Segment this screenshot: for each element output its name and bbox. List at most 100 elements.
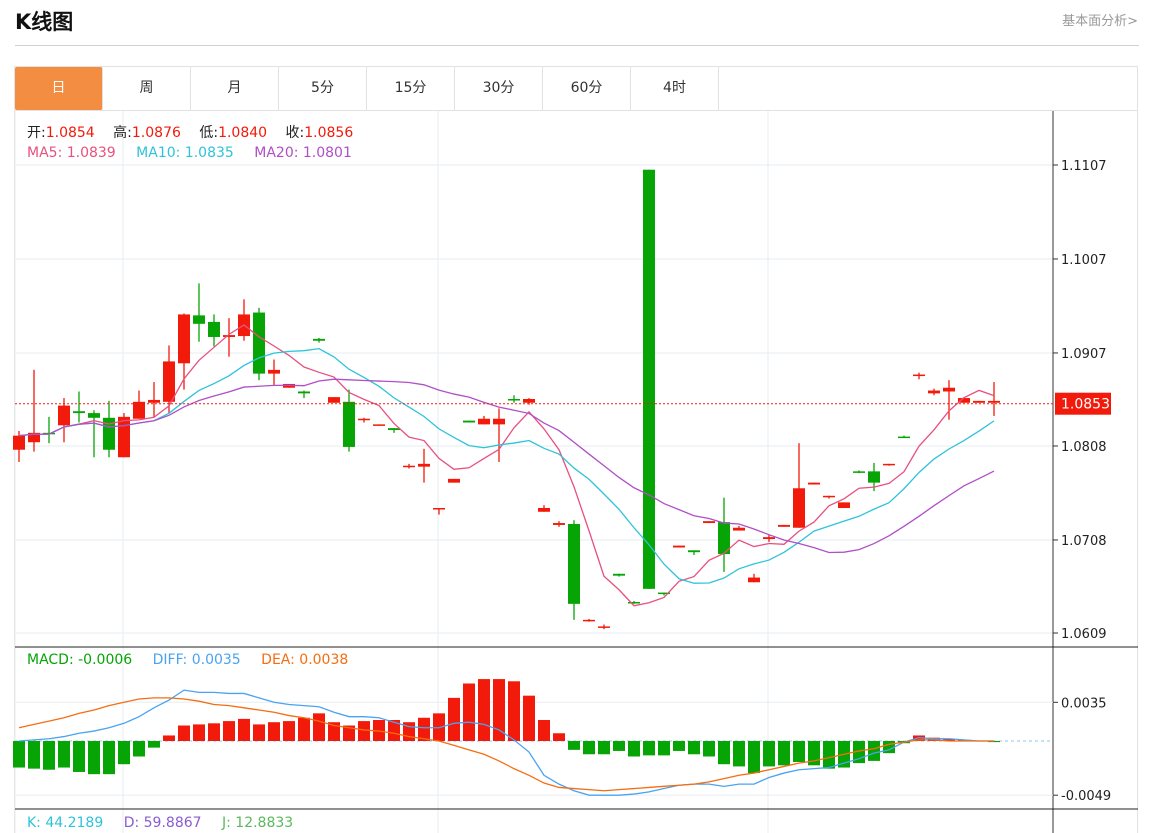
candle-body (838, 502, 850, 509)
macd-bar (598, 741, 610, 755)
candle-body (823, 495, 835, 498)
candle (298, 390, 310, 399)
tab-60min[interactable]: 60分 (543, 67, 631, 110)
macd-bar (343, 725, 355, 741)
candle (388, 428, 400, 433)
candle-body (943, 387, 955, 392)
macd-bar (223, 721, 235, 741)
candle-body (643, 169, 655, 589)
macd-bar (103, 741, 115, 775)
tab-15min[interactable]: 15分 (367, 67, 455, 110)
candle-body (13, 435, 25, 450)
candle (313, 337, 325, 343)
candle-body (118, 416, 130, 458)
candle-body (73, 411, 85, 414)
macd-bar (283, 721, 295, 741)
candle (583, 618, 595, 622)
candle (28, 369, 40, 452)
macd-bar (523, 695, 535, 741)
macd-bar (58, 741, 70, 768)
d-value: D: 59.8867 (123, 815, 202, 831)
candle (868, 462, 880, 492)
tab-30min[interactable]: 30分 (455, 67, 543, 110)
fundamental-analysis-link[interactable]: 基本面分析> (1062, 14, 1138, 29)
candle (628, 601, 640, 604)
candle-body (373, 424, 385, 426)
candle (253, 307, 265, 381)
candle-body (58, 405, 70, 426)
macd-bar (178, 725, 190, 741)
price-tick-label: 1.0609 (1061, 627, 1107, 642)
macd-bar (613, 741, 625, 751)
macd-bar (688, 741, 700, 755)
candle (808, 482, 820, 485)
tab-day[interactable]: 日 (15, 67, 103, 110)
open-value: 1.0854 (45, 125, 95, 141)
macd-bar (538, 719, 550, 741)
macd-bar (703, 741, 715, 757)
high-label: 高: (113, 125, 132, 141)
macd-bar (73, 741, 85, 772)
candle-body (913, 374, 925, 377)
candle (163, 345, 175, 414)
macd-bar (583, 741, 595, 755)
candle-body (208, 321, 220, 337)
tab-week[interactable]: 周 (103, 67, 191, 110)
candle (823, 495, 835, 499)
candle (688, 550, 700, 555)
dea-line (18, 697, 994, 792)
price-tick-label: 1.0708 (1061, 534, 1107, 549)
candle-body (793, 488, 805, 528)
candle-body (883, 463, 895, 466)
candle-body (568, 523, 580, 604)
candle-body (163, 361, 175, 402)
candle (418, 448, 430, 483)
macd-bar (643, 741, 655, 756)
macd-bar (568, 741, 580, 750)
macd-value: MACD: -0.0006 (27, 652, 133, 668)
candle-body (133, 401, 145, 419)
price-tick-label: 1.1107 (1061, 159, 1107, 174)
tab-4hour[interactable]: 4时 (631, 67, 719, 110)
candle-body (763, 537, 775, 540)
ma20-line (18, 378, 995, 554)
price-tick-label: 1.1007 (1061, 253, 1107, 268)
tab-5min[interactable]: 5分 (279, 67, 367, 110)
close-value: 1.0856 (304, 125, 354, 141)
tab-month[interactable]: 月 (191, 67, 279, 110)
candle-body (523, 399, 535, 403)
candle (598, 624, 610, 630)
candle-body (598, 626, 610, 628)
macd-bar (43, 741, 55, 770)
macd-bar (808, 741, 820, 766)
low-label: 低: (199, 125, 219, 141)
macd-bar (253, 724, 265, 741)
candle (88, 410, 100, 458)
candle-body (658, 592, 670, 595)
diff-line (18, 689, 994, 796)
macd-bar (943, 738, 955, 741)
candle-body (148, 399, 160, 403)
candle (193, 283, 205, 342)
diff-value: DIFF: 0.0035 (152, 652, 241, 668)
ma5-legend: MA5: 1.0839 (27, 145, 116, 161)
candle-body (298, 391, 310, 394)
macd-bar (823, 741, 835, 769)
candle (538, 505, 550, 512)
price-tick-label: 1.0907 (1061, 347, 1107, 362)
macd-bar (793, 741, 805, 763)
candle (358, 417, 370, 423)
macd-bar (733, 741, 745, 767)
price-tick-label: 1.0808 (1061, 440, 1107, 455)
k-value: K: 44.2189 (27, 815, 104, 831)
candle (508, 395, 520, 403)
candle-body (688, 550, 700, 553)
candle (73, 391, 85, 423)
macd-bar (553, 733, 565, 741)
ma20-legend: MA20: 1.0801 (254, 145, 352, 161)
candle-body (493, 418, 505, 425)
candle (118, 413, 130, 458)
ohlc-legend: 开:1.0854 高:1.0876 低:1.0840 收:1.0856 (27, 122, 353, 142)
candle (793, 443, 805, 528)
